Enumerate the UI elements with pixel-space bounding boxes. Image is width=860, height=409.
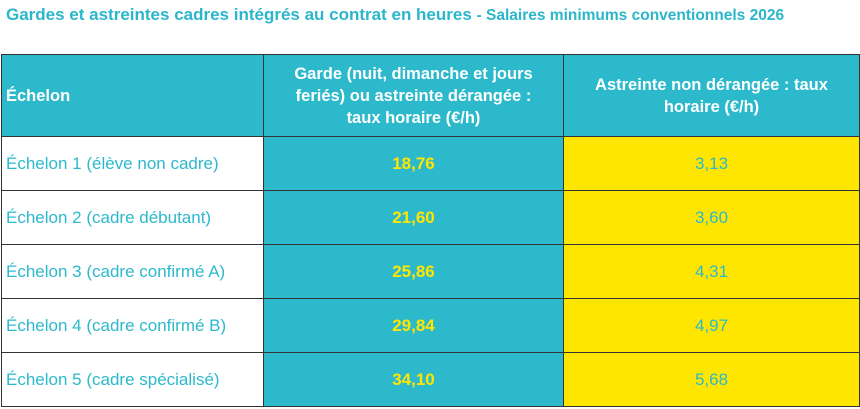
echelon-cell: Échelon 5 (cadre spécialisé) bbox=[1, 352, 264, 407]
header-garde: Garde (nuit, dimanche et jours feriés) o… bbox=[263, 54, 564, 137]
astreinte-rate-cell: 4,31 bbox=[563, 244, 860, 299]
garde-rate-cell: 34,10 bbox=[263, 352, 564, 407]
table-row: Échelon 3 (cadre confirmé A) 25,86 4,31 bbox=[1, 244, 860, 299]
header-row: Échelon Garde (nuit, dimanche et jours f… bbox=[1, 54, 860, 137]
rates-table: Échelon Garde (nuit, dimanche et jours f… bbox=[1, 54, 860, 407]
astreinte-rate-cell: 4,97 bbox=[563, 298, 860, 353]
echelon-cell: Échelon 1 (élève non cadre) bbox=[1, 136, 264, 191]
garde-rate-cell: 29,84 bbox=[263, 298, 564, 353]
title-subtitle: - Salaires minimums conventionnels 2026 bbox=[476, 7, 785, 24]
table-row: Échelon 5 (cadre spécialisé) 34,10 5,68 bbox=[1, 352, 860, 407]
garde-rate-cell: 25,86 bbox=[263, 244, 564, 299]
echelon-cell: Échelon 2 (cadre débutant) bbox=[1, 190, 264, 245]
garde-rate-cell: 21,60 bbox=[263, 190, 564, 245]
table-row: Échelon 4 (cadre confirmé B) 29,84 4,97 bbox=[1, 298, 860, 353]
echelon-cell: Échelon 4 (cadre confirmé B) bbox=[1, 298, 264, 353]
header-astreinte: Astreinte non dérangée : taux horaire (€… bbox=[563, 54, 860, 137]
garde-rate-cell: 18,76 bbox=[263, 136, 564, 191]
header-echelon: Échelon bbox=[1, 54, 264, 137]
table-row: Échelon 1 (élève non cadre) 18,76 3,13 bbox=[1, 136, 860, 191]
astreinte-rate-cell: 3,60 bbox=[563, 190, 860, 245]
table-row: Échelon 2 (cadre débutant) 21,60 3,60 bbox=[1, 190, 860, 245]
astreinte-rate-cell: 3,13 bbox=[563, 136, 860, 191]
title-main: Gardes et astreintes cadres intégrés au … bbox=[6, 5, 472, 24]
astreinte-rate-cell: 5,68 bbox=[563, 352, 860, 407]
page-title: Gardes et astreintes cadres intégrés au … bbox=[6, 4, 856, 26]
echelon-cell: Échelon 3 (cadre confirmé A) bbox=[1, 244, 264, 299]
